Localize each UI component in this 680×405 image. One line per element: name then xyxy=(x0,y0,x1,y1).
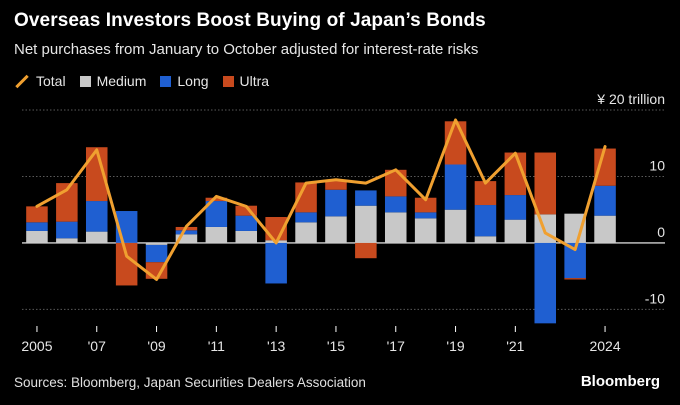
bar-long xyxy=(85,201,108,232)
legend-ultra-swatch xyxy=(222,75,234,87)
bar-long xyxy=(564,242,586,279)
total-line xyxy=(35,118,607,281)
bar-medium xyxy=(56,238,78,243)
bar-long xyxy=(594,185,616,216)
bar-ultra xyxy=(295,182,317,213)
bar-long xyxy=(534,242,557,324)
bar-long xyxy=(295,212,317,223)
bar-medium xyxy=(444,209,467,243)
bar-ultra xyxy=(414,197,437,213)
legend-item-total: Total xyxy=(14,73,66,89)
bar-medium xyxy=(205,226,228,243)
bar-medium xyxy=(235,230,258,243)
x-tick-label: 2024 xyxy=(589,338,620,354)
bar-ultra xyxy=(205,197,228,202)
x-tick-label: '15 xyxy=(327,338,345,354)
legend: Total Medium Long Ultra xyxy=(14,73,283,89)
legend-medium-swatch xyxy=(79,75,91,87)
x-tick-label: '13 xyxy=(267,338,285,354)
bar-long xyxy=(265,242,287,284)
bar-medium xyxy=(594,215,616,243)
bar-medium xyxy=(384,212,407,243)
x-tick-label: '17 xyxy=(387,338,405,354)
bar-medium xyxy=(474,236,497,243)
legend-total-label: Total xyxy=(36,73,66,89)
bar-ultra xyxy=(474,181,497,206)
bar-long xyxy=(145,244,168,263)
bar-long xyxy=(205,201,228,227)
bar-long xyxy=(235,215,258,231)
y-tick-label: ¥ 20 trillion xyxy=(596,91,665,107)
x-tick-label: '11 xyxy=(208,338,225,354)
bar-ultra xyxy=(26,206,48,223)
y-tick-label: -10 xyxy=(645,290,665,306)
bar-medium xyxy=(355,205,377,243)
bar-medium xyxy=(145,242,168,245)
bar-ultra xyxy=(355,242,377,259)
bar-medium xyxy=(85,231,108,243)
bar-long xyxy=(175,230,198,235)
bar-medium xyxy=(295,222,317,243)
bar-medium xyxy=(26,230,48,243)
legend-medium-label: Medium xyxy=(96,73,147,89)
bar-medium xyxy=(175,234,198,243)
legend-item-ultra: Ultra xyxy=(222,73,270,89)
bar-ultra xyxy=(85,147,108,202)
bar-long xyxy=(504,195,527,220)
bar-long xyxy=(56,221,78,239)
bar-medium xyxy=(325,216,347,243)
bar-ultra xyxy=(534,152,557,215)
bar-ultra xyxy=(115,242,138,286)
bar-ultra xyxy=(325,181,347,190)
bar-medium xyxy=(414,218,437,243)
bloomberg-logo: Bloomberg xyxy=(580,373,660,390)
bar-ultra xyxy=(235,205,258,216)
y-tick-label: 10 xyxy=(649,157,665,173)
bar-long xyxy=(26,222,48,231)
source-note: Sources: Bloomberg, Japan Securities Dea… xyxy=(14,375,366,390)
legend-ultra-label: Ultra xyxy=(239,73,270,89)
bar-ultra xyxy=(564,278,586,280)
bar-ultra xyxy=(504,152,527,196)
bar-long xyxy=(384,196,407,213)
bar-long xyxy=(444,164,467,210)
x-tick-label: '19 xyxy=(446,338,464,354)
bar-long xyxy=(474,205,497,237)
y-tick-label: 0 xyxy=(657,224,665,240)
bar-ultra xyxy=(594,148,616,186)
bar-long xyxy=(355,190,377,206)
bar-long xyxy=(325,189,347,217)
chart-subtitle: Net purchases from January to October ad… xyxy=(14,41,479,58)
chart-title: Overseas Investors Boost Buying of Japan… xyxy=(14,10,486,31)
legend-long-swatch xyxy=(160,75,172,87)
x-tick-label: '21 xyxy=(506,338,524,354)
bar-medium xyxy=(504,219,527,243)
bar-long xyxy=(414,212,437,219)
x-tick-label: '07 xyxy=(88,338,106,354)
legend-long-label: Long xyxy=(177,73,209,89)
legend-item-medium: Medium xyxy=(79,73,147,89)
x-tick-label: 2005 xyxy=(21,338,52,354)
x-tick-label: '09 xyxy=(147,338,165,354)
legend-item-long: Long xyxy=(160,73,209,89)
